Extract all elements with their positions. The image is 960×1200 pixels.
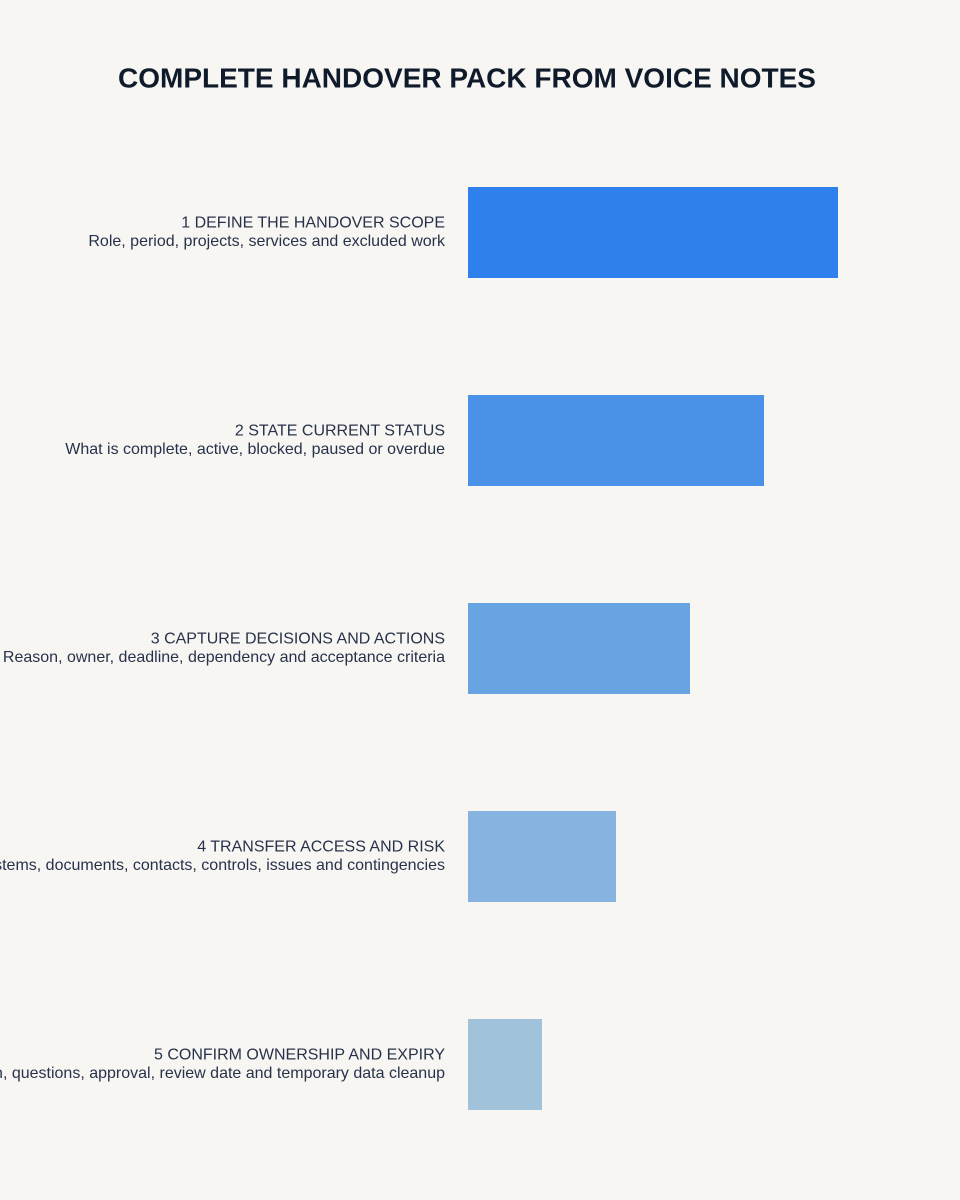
category-label: 5 CONFIRM OWNERSHIP AND EXPIRY	[154, 1047, 445, 1064]
category-label: 2 STATE CURRENT STATUS	[235, 423, 445, 440]
bar	[468, 395, 764, 486]
chart-title: COMPLETE HANDOVER PACK FROM VOICE NOTES	[118, 62, 816, 93]
category-description: Systems, documents, contacts, controls, …	[0, 857, 445, 874]
category-description: What is complete, active, blocked, pause…	[65, 441, 445, 458]
category-label: 1 DEFINE THE HANDOVER SCOPE	[181, 215, 445, 232]
category-label: 3 CAPTURE DECISIONS AND ACTIONS	[151, 631, 445, 648]
category-description: Reason, owner, deadline, dependency and …	[3, 649, 445, 666]
category-description: Role, period, projects, services and exc…	[88, 233, 446, 250]
category-description: Reason, questions, approval, review date…	[0, 1065, 445, 1082]
bar	[468, 811, 616, 902]
category-label: 4 TRANSFER ACCESS AND RISK	[197, 839, 445, 856]
bar	[468, 1019, 542, 1110]
bar	[468, 603, 690, 694]
bar	[468, 187, 838, 278]
